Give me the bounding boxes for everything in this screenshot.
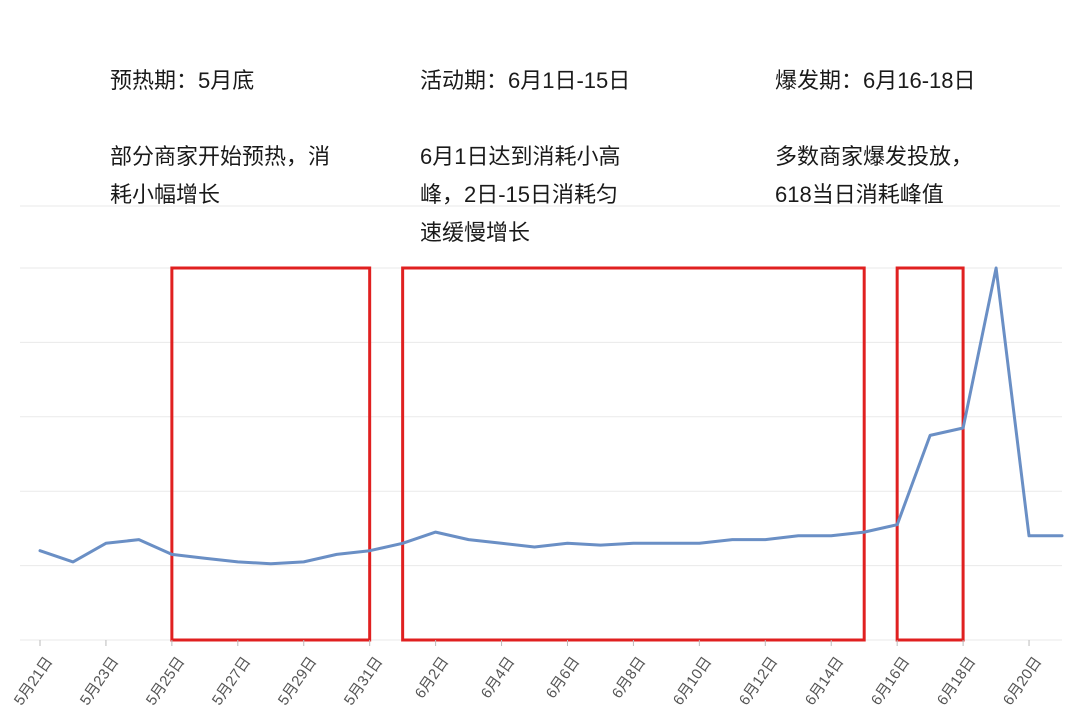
line-chart-svg [0, 0, 1080, 714]
chart-area: 5月21日5月23日5月25日5月27日5月29日5月31日6月2日6月4日6月… [0, 0, 1080, 714]
figure-root: 预热期：5月底 部分商家开始预热，消 耗小幅增长 活动期：6月1日-15日 6月… [0, 0, 1080, 714]
